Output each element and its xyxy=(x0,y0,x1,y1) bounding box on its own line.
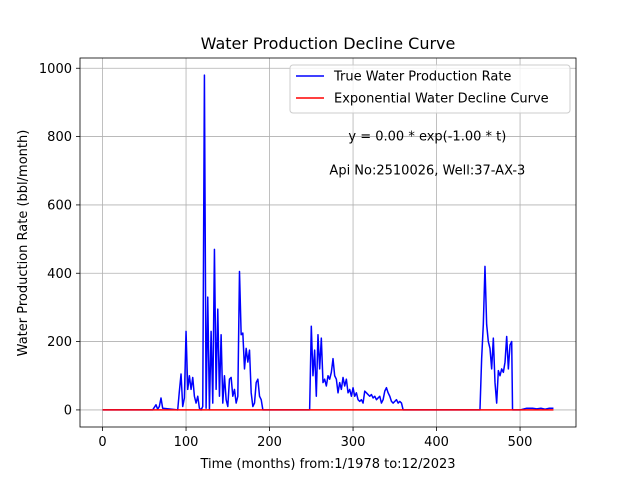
y-tick-label: 0 xyxy=(64,403,72,418)
y-tick-label: 800 xyxy=(47,130,72,145)
x-tick-label: 200 xyxy=(257,435,282,450)
y-tick-label: 200 xyxy=(47,335,72,350)
y-tick-label: 600 xyxy=(47,198,72,213)
annotations: y = 0.00 * exp(-1.00 * t) Api No:2510026,… xyxy=(329,130,525,179)
annotation-text: Api No:2510026, Well:37-AX-3 xyxy=(329,163,525,178)
x-tick-label: 500 xyxy=(508,435,533,450)
legend-label: True Water Production Rate xyxy=(333,70,511,85)
plot-area: 0 100 200 300 400 500 0 200 400 600 800 1000 xyxy=(39,57,577,450)
x-tick-label: 100 xyxy=(174,435,199,450)
x-tick-label: 400 xyxy=(424,435,449,450)
legend: True Water Production Rate Exponential Wa… xyxy=(289,64,571,114)
legend-box xyxy=(289,64,571,114)
x-tick-label: 300 xyxy=(341,435,366,450)
y-tick-label: 1000 xyxy=(39,62,72,77)
series-line-1 xyxy=(102,74,554,411)
axes-frame xyxy=(79,57,577,428)
y-tick-label: 400 xyxy=(47,267,72,282)
y-axis-label: Water Production Rate (bbl/month) xyxy=(16,130,31,357)
legend-label: Exponential Water Decline Curve xyxy=(334,92,549,107)
x-axis-label: Time (months) from:1/1978 to:12/2023 xyxy=(199,457,455,472)
x-tick-label: 0 xyxy=(98,435,106,450)
chart-title: Water Production Decline Curve xyxy=(201,34,456,53)
annotation-text: y = 0.00 * exp(-1.00 * t) xyxy=(348,130,506,145)
